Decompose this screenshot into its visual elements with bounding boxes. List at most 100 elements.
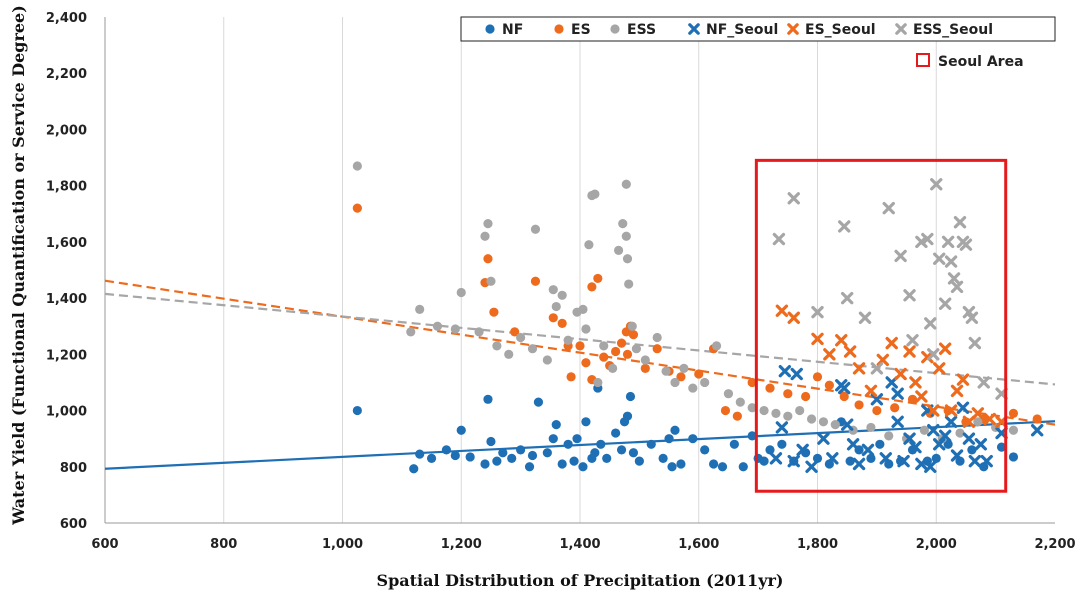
point-ess bbox=[688, 383, 698, 393]
point-ess-seoul-stroke-b bbox=[947, 272, 961, 285]
point-ess-seoul-stroke-b bbox=[953, 216, 967, 229]
point-es-seoul bbox=[909, 376, 922, 389]
point-nf-seoul bbox=[897, 454, 910, 468]
point-nf bbox=[415, 449, 425, 459]
point-es-seoul bbox=[950, 384, 964, 398]
point-nf bbox=[456, 425, 466, 435]
y-tick-label: 1,400 bbox=[46, 292, 87, 307]
point-es-seoul bbox=[885, 336, 898, 350]
point-ess-seoul bbox=[915, 235, 928, 249]
point-ess bbox=[599, 341, 609, 351]
point-es bbox=[783, 389, 793, 399]
point-ess bbox=[884, 431, 894, 441]
point-nf bbox=[619, 417, 630, 427]
seoul-area-box bbox=[754, 158, 1008, 493]
point-nf-seoul bbox=[861, 443, 875, 457]
point-es-seoul bbox=[971, 407, 985, 420]
point-ess-seoul bbox=[882, 201, 895, 215]
x-tick-label: 1,200 bbox=[441, 537, 482, 552]
point-es-seoul bbox=[864, 384, 878, 398]
point-ess bbox=[955, 428, 965, 438]
point-nf bbox=[866, 453, 876, 463]
point-ess-seoul-stroke-b bbox=[772, 232, 786, 246]
point-nf-seoul bbox=[927, 424, 940, 437]
point-nf bbox=[688, 434, 698, 444]
point-ess bbox=[593, 377, 603, 388]
point-es-seoul-stroke-b bbox=[852, 362, 866, 375]
point-es bbox=[907, 394, 918, 404]
point-nf-seoul bbox=[852, 457, 866, 471]
point-nf-seoul bbox=[980, 454, 993, 468]
point-ess bbox=[830, 420, 840, 430]
point-ess-seoul-stroke-b bbox=[906, 334, 919, 347]
point-ess bbox=[723, 389, 734, 399]
point-nf bbox=[486, 436, 496, 447]
point-es-seoul bbox=[894, 367, 907, 381]
point-es-seoul-stroke-b bbox=[787, 311, 800, 324]
point-nf-seoul-stroke-b bbox=[826, 452, 839, 465]
point-ess-seoul bbox=[977, 376, 990, 389]
point-nf-seoul-stroke-b bbox=[852, 457, 866, 471]
point-nf bbox=[931, 453, 941, 463]
point-ess-seoul bbox=[938, 297, 952, 310]
point-nf-seoul-stroke-b bbox=[956, 401, 970, 414]
x-tick-label: 2,200 bbox=[1034, 537, 1075, 552]
point-ess bbox=[973, 417, 983, 427]
point-ess bbox=[504, 349, 514, 359]
point-nf-seoul bbox=[924, 460, 937, 473]
point-ess-seoul-stroke-b bbox=[962, 305, 976, 319]
point-nf-seoul-stroke-b bbox=[980, 454, 993, 468]
legend-label: ES_Seoul bbox=[805, 22, 876, 38]
y-axis-title: Water Yield (Functional Quantification o… bbox=[9, 5, 28, 526]
point-ess bbox=[735, 397, 745, 407]
point-es bbox=[530, 276, 541, 286]
point-nf-seoul bbox=[974, 438, 987, 451]
point-ess bbox=[806, 414, 817, 424]
point-es bbox=[510, 327, 520, 337]
point-es bbox=[676, 372, 686, 382]
point-es-seoul-stroke-b bbox=[823, 348, 836, 361]
point-nf bbox=[590, 448, 600, 458]
point-ess bbox=[631, 344, 642, 354]
point-nf bbox=[480, 459, 490, 469]
point-es bbox=[593, 273, 603, 284]
point-ess-seoul bbox=[933, 252, 946, 265]
legend-marker-nf bbox=[485, 24, 495, 34]
point-es bbox=[652, 344, 662, 354]
point-ess-seoul bbox=[811, 305, 824, 319]
legend-label: NF_Seoul bbox=[706, 22, 778, 38]
point-nf bbox=[542, 448, 552, 458]
point-ess bbox=[578, 304, 588, 314]
point-nf-seoul bbox=[796, 443, 809, 457]
point-es bbox=[611, 346, 621, 357]
point-ess bbox=[415, 304, 425, 314]
point-nf-seoul bbox=[838, 381, 851, 395]
point-nf-seoul-stroke-b bbox=[805, 460, 818, 473]
point-nf bbox=[596, 439, 606, 449]
x-tick-label: 1,400 bbox=[559, 537, 600, 552]
point-ess-seoul-stroke-b bbox=[838, 220, 851, 233]
point-nf-seoul-stroke-b bbox=[950, 449, 964, 462]
point-es-seoul-stroke-b bbox=[864, 384, 878, 398]
point-nf-seoul-stroke-b bbox=[891, 415, 904, 428]
point-nf-seoul bbox=[879, 452, 892, 465]
y-tick-label: 800 bbox=[60, 461, 87, 476]
trendlines bbox=[104, 279, 1056, 470]
point-nf-seoul bbox=[938, 429, 952, 443]
point-nf-seoul-stroke-b bbox=[817, 432, 830, 445]
point-nf-seoul-stroke-b bbox=[968, 454, 982, 468]
point-nf bbox=[578, 462, 588, 472]
point-ess-seoul bbox=[924, 317, 937, 330]
point-ess bbox=[563, 335, 573, 345]
point-ess-seoul bbox=[947, 272, 961, 285]
point-nf-seoul-stroke-b bbox=[790, 367, 803, 381]
grid-lines bbox=[223, 17, 937, 523]
point-nf-seoul bbox=[950, 449, 964, 462]
point-ess bbox=[783, 411, 793, 421]
point-nf-seoul-stroke-b bbox=[962, 432, 976, 445]
point-nf-seoul-stroke-b bbox=[933, 438, 946, 451]
point-ess bbox=[621, 231, 631, 241]
seoul-area-rect bbox=[754, 158, 1008, 493]
point-nf-seoul-stroke-b bbox=[974, 438, 987, 451]
